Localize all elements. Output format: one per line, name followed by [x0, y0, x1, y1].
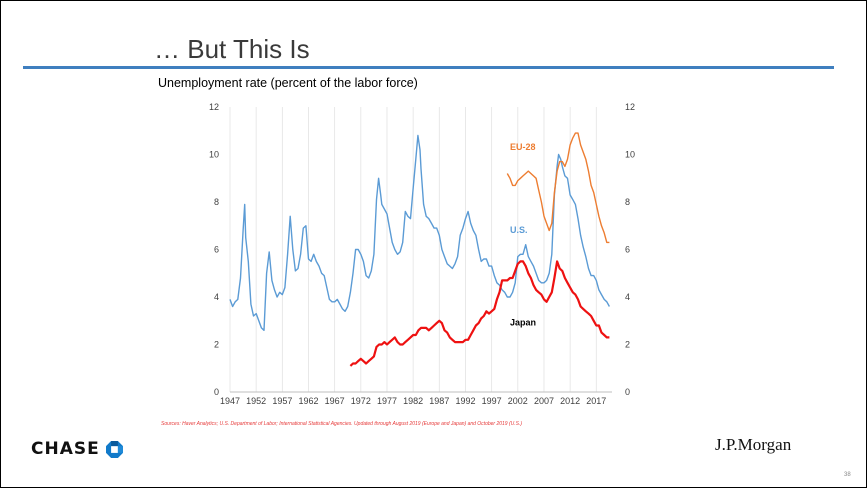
y-tick-label-right: 10 [625, 150, 635, 160]
x-tick-label: 2007 [534, 396, 554, 406]
x-tick-label: 1952 [246, 396, 266, 406]
x-tick-label: 1977 [377, 396, 397, 406]
x-tick-label: 2012 [560, 396, 580, 406]
y-tick-label-right: 2 [625, 340, 630, 350]
y-tick-label-left: 2 [214, 340, 219, 350]
y-tick-label-left: 6 [214, 245, 219, 255]
sources-note: Sources: Haver Analytics; U.S. Departmen… [161, 421, 523, 427]
y-tick-label-left: 10 [209, 150, 219, 160]
chase-octagon-icon [105, 440, 123, 458]
unemployment-chart: 1947 1952 1957 1962 1967 1972 1977 1982 1987 1992… [209, 102, 635, 406]
y-tick-label-right: 12 [625, 102, 635, 112]
chase-logo-text: CHASE [31, 439, 100, 459]
series-line-japan [349, 260, 610, 367]
series-line-eu-28 [506, 132, 610, 244]
x-tick-label: 1992 [455, 396, 475, 406]
jpmorgan-logo: J.P.Morgan [715, 435, 792, 454]
x-tick-label: 1972 [351, 396, 371, 406]
series-label-u-s-: U.S. [510, 225, 528, 235]
page-number: 38 [844, 472, 851, 478]
x-tick-label: 1962 [298, 396, 318, 406]
slide-title: … But This Is [154, 34, 310, 64]
series-line-u-s- [229, 134, 611, 331]
y-tick-label-left: 12 [209, 102, 219, 112]
x-tick-label: 1997 [482, 396, 502, 406]
x-tick-label: 1987 [429, 396, 449, 406]
x-tick-label: 1982 [403, 396, 423, 406]
series-label-eu-28: EU-28 [510, 142, 536, 152]
y-tick-label-right: 0 [625, 387, 630, 397]
x-tick-label: 2017 [586, 396, 606, 406]
y-tick-label-left: 8 [214, 197, 219, 207]
series-label-japan: Japan [510, 318, 536, 328]
y-tick-label-left: 4 [214, 292, 219, 302]
chase-logo: CHASE [31, 439, 123, 459]
x-tick-label: 1957 [272, 396, 292, 406]
title-divider [23, 66, 834, 69]
y-tick-label-right: 4 [625, 292, 630, 302]
x-tick-label: 1967 [325, 396, 345, 406]
y-tick-label-left: 0 [214, 387, 219, 397]
y-tick-label-right: 6 [625, 245, 630, 255]
y-tick-label-right: 8 [625, 197, 630, 207]
chart-subtitle: Unemployment rate (percent of the labor … [158, 76, 418, 90]
x-tick-label: 2002 [508, 396, 528, 406]
x-tick-label: 1947 [220, 396, 240, 406]
